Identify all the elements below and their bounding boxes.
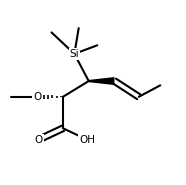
Text: OH: OH (79, 135, 95, 145)
Polygon shape (89, 77, 114, 85)
Text: O: O (35, 135, 43, 145)
Text: O: O (33, 92, 41, 102)
Text: Si: Si (70, 49, 79, 59)
